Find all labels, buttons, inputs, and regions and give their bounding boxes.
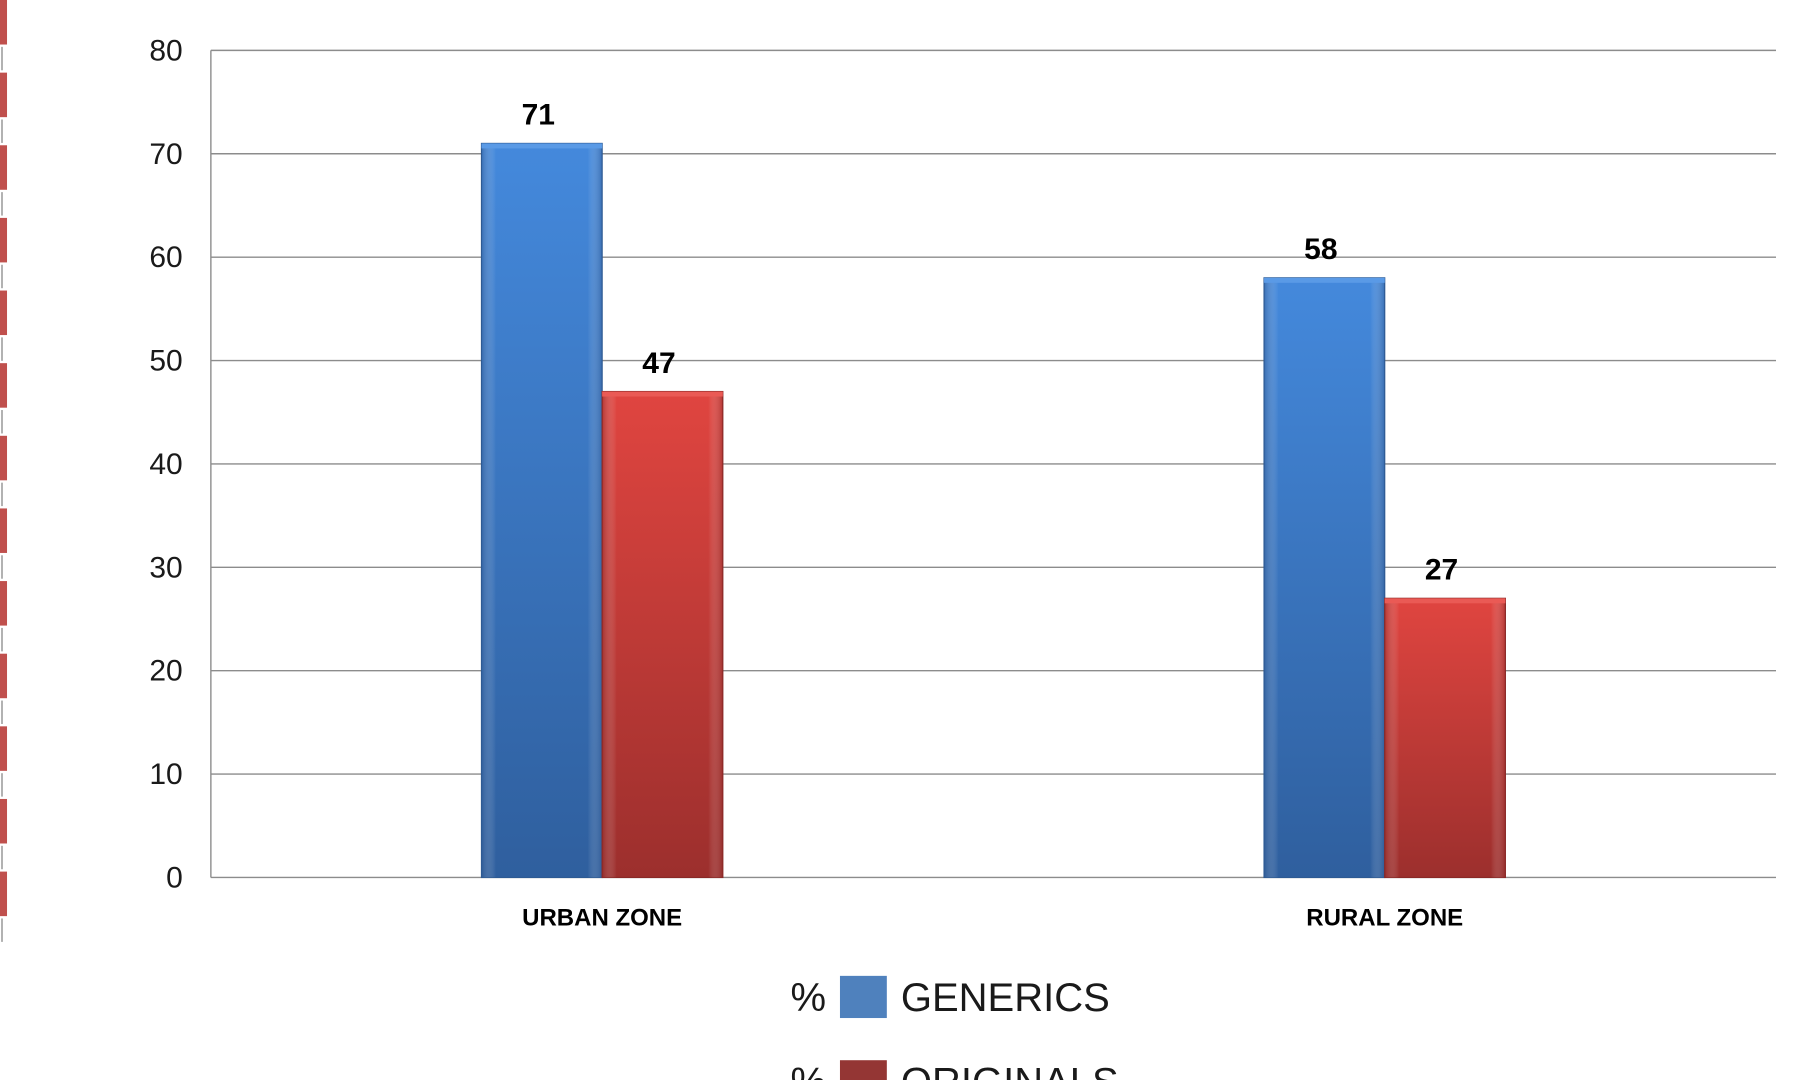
y-tick-label-70: 70 (149, 138, 182, 171)
y-tick-label-30: 30 (149, 551, 182, 584)
left-border-segment (0, 435, 8, 481)
legend: % GENERICS% ORIGINALS (791, 975, 1119, 1085)
category-label-urban-zone: URBAN ZONE (522, 904, 682, 931)
left-border-segment (0, 145, 8, 190)
y-axis-tick-labels: 0 10 20 30 40 50 60 70 80 (149, 34, 182, 894)
bar-top-urban-zone-originals (602, 391, 723, 397)
y-tick-label-50: 50 (149, 345, 182, 378)
data-labels: 71 47 58 27 (522, 99, 1459, 587)
data-label-rural-zone-originals: 27 (1425, 554, 1458, 587)
y-tick-label-40: 40 (149, 448, 182, 481)
bar-top-urban-zone-generics (481, 143, 603, 149)
left-border-segment (0, 726, 8, 771)
legend-label-generics: GENERICS (901, 976, 1110, 1020)
bar-shade-rural-zone-originals (1384, 598, 1506, 878)
y-tick-label-10: 10 (149, 758, 182, 791)
legend-prefix-generics: % (791, 976, 827, 1020)
legend-label-originals: ORIGINALS (901, 1060, 1119, 1080)
category-label-rural-zone: RURAL ZONE (1306, 904, 1463, 931)
x-axis-category-labels: URBAN ZONE RURAL ZONE (522, 904, 1463, 931)
left-border-segment (0, 798, 8, 844)
legend-swatch-generics (839, 975, 887, 1019)
y-tick-label-20: 20 (149, 655, 182, 688)
legend-prefix-originals: % (791, 1060, 827, 1080)
data-label-urban-zone-originals: 47 (642, 347, 675, 380)
left-border-segment (0, 72, 8, 118)
left-border-segment (0, 871, 8, 917)
bar-shade-urban-zone-generics (481, 143, 603, 878)
left-border-segment (0, 653, 8, 699)
left-border-segment (0, 363, 8, 408)
left-border-segment (0, 217, 8, 263)
data-label-rural-zone-generics: 58 (1304, 233, 1337, 266)
left-border-segment (0, 0, 8, 45)
left-border-decoration (0, 0, 8, 942)
legend-swatch-originals (839, 1060, 887, 1085)
y-tick-label-0: 0 (166, 861, 183, 894)
left-border-segment (0, 508, 8, 553)
left-border-segment (0, 290, 8, 336)
gridlines (210, 49, 1776, 879)
bar-shade-urban-zone-originals (602, 391, 723, 878)
bars (480, 142, 1506, 879)
left-border-segment (0, 581, 8, 626)
bar-top-rural-zone-generics (1264, 277, 1385, 283)
y-tick-label-80: 80 (149, 34, 182, 67)
data-label-urban-zone-generics: 71 (522, 99, 555, 132)
bar-shade-rural-zone-generics (1264, 277, 1385, 878)
y-tick-label-60: 60 (149, 241, 182, 274)
bar-top-rural-zone-originals (1384, 598, 1506, 604)
